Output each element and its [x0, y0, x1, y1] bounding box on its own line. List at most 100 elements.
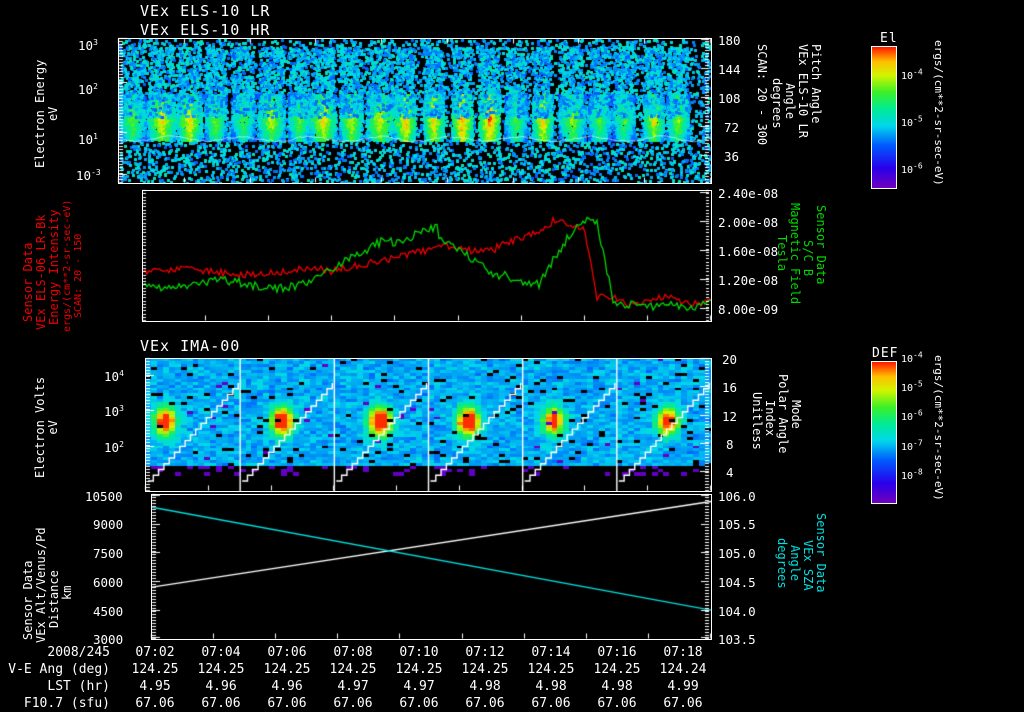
panel1-ytick-3: 10-3 — [76, 167, 101, 183]
panel4-right-axis-sensor: Sensor Data — [814, 513, 828, 593]
panel2-left-axis-scan: SCAN: 20 - 150 — [73, 233, 84, 318]
time-col-2: 07:06 — [267, 645, 307, 660]
row-label-lst: LST (hr) — [47, 679, 110, 694]
panel1-right-axis-title: Pitch Angle — [809, 44, 823, 124]
panel1-ytick-0: 103 — [78, 37, 98, 53]
panel4-rtick-1: 105.5 — [718, 517, 756, 532]
table-row-f107: F10.7 (sfu) 67.06 67.06 67.06 67.06 67.0… — [0, 696, 1024, 712]
el-colorbar-tick-0: 10-4 — [901, 67, 923, 82]
panel4-rtick-0: 106.0 — [718, 489, 756, 504]
panel3-rtick-3: 8 — [726, 437, 734, 452]
lst-col-1: 4.96 — [205, 679, 237, 694]
panel3-rtick-4: 4 — [726, 465, 734, 480]
panel4-rtick-2: 105.0 — [718, 546, 756, 561]
panel2-right-axis-sensor: Sensor Data — [814, 205, 828, 285]
panel4-ytick-1: 9000 — [93, 517, 124, 532]
panel-altitude-sza[interactable] — [151, 494, 712, 640]
time-col-3: 07:08 — [333, 645, 373, 660]
lst-col-3: 4.97 — [337, 679, 369, 694]
el-colorbar-tick-2: 10-6 — [901, 161, 923, 176]
lst-col-8: 4.99 — [667, 679, 699, 694]
lst-col-6: 4.98 — [535, 679, 567, 694]
panel4-ytick-3: 6000 — [93, 575, 124, 590]
panel-els-spectrogram[interactable] — [118, 38, 712, 184]
panel3-ytick-0: 104 — [104, 368, 124, 384]
panel1-right-axis-scan: SCAN: 20 - 300 — [755, 44, 769, 146]
time-col-5: 07:12 — [465, 645, 505, 660]
ve-ang-col-5: 124.25 — [461, 662, 509, 677]
lst-col-7: 4.98 — [601, 679, 633, 694]
def-colorbar-tick-3: 10-7 — [901, 438, 923, 453]
panel3-ytick-2: 102 — [104, 439, 124, 455]
panel4-right-axis-instrument: VEx SZA — [801, 540, 815, 591]
panel1-ytick-2: 101 — [78, 131, 98, 147]
panel3-right-axis-quantity: Polar Angle — [776, 374, 790, 454]
panel3-right-axis-units: Unitless — [750, 392, 764, 450]
panel1-rtick-3: 72 — [724, 120, 740, 135]
panel1-right-axis-units: degrees — [770, 78, 784, 129]
panel4-ytick-0: 10500 — [85, 489, 123, 504]
panel3-right-axis-mode: Mode — [789, 400, 803, 429]
panel1-right-axis-sensor: VEx ELS-10 LR — [796, 44, 810, 138]
panel2-left-axis-quantity: Energy Intensity — [47, 209, 61, 325]
el-colorbar-title: El — [880, 31, 898, 46]
panel2-rtick-0: 2.40e-08 — [718, 186, 779, 201]
panel3-right-axis-index: Index — [763, 400, 777, 437]
def-colorbar-tick-1: 10-5 — [901, 379, 923, 394]
intensity-bfield-canvas — [143, 191, 711, 321]
panel2-rtick-4: 8.00e-09 — [718, 302, 779, 317]
row-label-date: 2008/245 — [47, 645, 110, 660]
f107-col-5: 67.06 — [465, 696, 505, 711]
panel-ima-spectrogram[interactable] — [145, 358, 712, 492]
panel2-rtick-3: 1.20e-08 — [718, 273, 779, 288]
def-colorbar-gradient — [872, 362, 896, 503]
time-col-6: 07:14 — [531, 645, 571, 660]
panel4-ytick-2: 7500 — [93, 546, 124, 561]
def-colorbar-tick-4: 10-8 — [901, 467, 923, 482]
panel1-left-axis-label: Electron Energy eV — [33, 59, 60, 168]
panel-energy-intensity-bfield[interactable] — [142, 190, 712, 322]
ve-ang-col-7: 124.25 — [593, 662, 641, 677]
f107-col-3: 67.06 — [333, 696, 373, 711]
panel1-right-axis-quantity: Angle — [783, 83, 797, 120]
panel3-title: VEx IMA-00 — [140, 337, 241, 355]
panel2-rtick-1: 2.00e-08 — [718, 215, 779, 230]
el-colorbar-gradient — [872, 47, 896, 188]
time-col-0: 07:02 — [135, 645, 175, 660]
panel2-right-axis-quantity: Magnetic Field — [788, 203, 802, 305]
lst-col-2: 4.96 — [271, 679, 303, 694]
panel1-rtick-1: 144 — [718, 62, 741, 77]
panel3-ytick-1: 103 — [104, 403, 124, 419]
altitude-sza-canvas — [152, 495, 711, 639]
el-colorbar[interactable] — [871, 46, 897, 189]
ve-ang-col-4: 124.25 — [395, 662, 443, 677]
els-spectrogram-canvas — [119, 39, 711, 183]
panel1-title-lr: VEx ELS-10 LR — [140, 2, 271, 20]
def-colorbar-unit: ergs/(cm**2-sr-sec-eV) — [932, 355, 945, 501]
ve-ang-col-3: 124.25 — [329, 662, 377, 677]
panel2-rtick-2: 1.60e-08 — [718, 244, 779, 259]
lst-col-4: 4.97 — [403, 679, 435, 694]
panel3-rtick-0: 20 — [722, 352, 738, 367]
def-colorbar-tick-2: 10-6 — [901, 408, 923, 423]
f107-col-4: 67.06 — [399, 696, 439, 711]
f107-col-7: 67.06 — [597, 696, 637, 711]
table-row-ve-ang: V-E Ang (deg) 124.25 124.25 124.25 124.2… — [0, 662, 1024, 678]
panel1-rtick-0: 180 — [718, 33, 741, 48]
el-colorbar-unit: ergs/(cm**2-sr-sec-eV) — [932, 40, 945, 186]
panel1-ytick-1: 102 — [78, 81, 98, 97]
f107-col-0: 67.06 — [135, 696, 175, 711]
panel4-ytick-4: 4500 — [93, 604, 124, 619]
time-col-1: 07:04 — [201, 645, 241, 660]
time-col-4: 07:10 — [399, 645, 439, 660]
def-colorbar[interactable] — [871, 361, 897, 504]
panel4-rtick-3: 104.5 — [718, 575, 756, 590]
panel1-rtick-4: 36 — [724, 149, 740, 164]
ve-ang-col-2: 124.25 — [263, 662, 311, 677]
panel2-right-axis-source: S/C B — [801, 240, 815, 277]
row-label-f107: F10.7 (sfu) — [23, 696, 110, 711]
panel3-rtick-2: 12 — [722, 409, 738, 424]
panel3-left-axis-label: Electron Volts eV — [33, 376, 60, 478]
row-label-ve-ang: V-E Ang (deg) — [8, 662, 110, 677]
panel4-left-axis-units: km — [60, 585, 74, 600]
